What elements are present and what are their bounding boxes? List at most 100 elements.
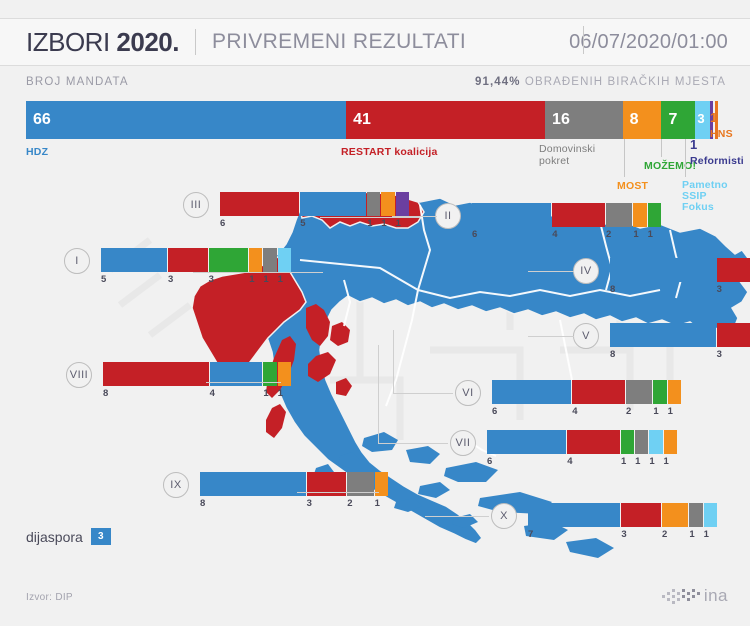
district-seat-segment	[263, 248, 277, 272]
header-divider-2	[583, 26, 584, 54]
district-seat-count: 8	[610, 284, 616, 295]
title-plain: IZBORI	[26, 26, 117, 57]
district-seat-count: 1	[263, 274, 269, 285]
diaspora-seats: 3	[90, 528, 111, 545]
district-values-V: 833	[610, 349, 750, 362]
hina-logo: ina	[661, 586, 728, 606]
district-badge-III: III	[183, 192, 209, 218]
district-seat-segment	[621, 503, 661, 527]
district-badge-VIII: VIII	[66, 362, 92, 388]
callout-district-V[interactable]: V 833	[573, 323, 750, 362]
district-seat-segment	[472, 203, 552, 227]
seat-tick-reformisti	[709, 101, 713, 139]
district-seat-count: 6	[472, 229, 478, 240]
district-seat-count: 8	[103, 388, 109, 399]
district-seat-count: 1	[277, 274, 283, 285]
district-bar-I	[101, 248, 292, 272]
district-seat-count: 1	[633, 229, 639, 240]
district-seat-count: 6	[492, 406, 498, 417]
district-seat-count: 1	[663, 456, 669, 467]
district-seat-count: 1	[374, 498, 380, 509]
district-seat-count: 1	[249, 274, 255, 285]
district-badge-V: V	[573, 323, 599, 349]
district-bar-VI	[492, 380, 682, 404]
callout-district-IV[interactable]: IV 833	[573, 258, 750, 297]
party-label-domovinski: Domovinski pokret	[539, 143, 596, 167]
district-seat-count: 1	[647, 229, 653, 240]
connector-IX	[297, 492, 379, 493]
district-seat-segment	[374, 472, 388, 496]
district-seat-count: 1	[635, 456, 641, 467]
district-chart-V: 833	[610, 323, 750, 362]
hina-dots-icon	[661, 589, 700, 604]
seats-label: BROJ MANDATA	[26, 76, 129, 88]
district-badge-VII: VII	[450, 430, 476, 456]
district-bar-VII	[487, 430, 678, 454]
party-label-hns: HNS	[710, 128, 733, 140]
seat-count: 8	[629, 111, 639, 128]
seat-count: 3	[697, 111, 705, 126]
district-seat-segment	[249, 248, 263, 272]
district-badge-IV: IV	[573, 258, 599, 284]
connector-VI-vert	[393, 330, 394, 394]
district-badge-IX: IX	[163, 472, 189, 498]
district-seat-count: 8	[610, 349, 616, 360]
header-datetime: 06/07/2020/01:00	[569, 30, 728, 53]
party-label-restart: RESTART koalicija	[341, 146, 438, 158]
district-seat-segment	[610, 323, 716, 347]
district-values-IX: 8 3 2 1	[200, 498, 389, 511]
district-seat-count: 3	[716, 284, 722, 295]
district-seat-count: 4	[567, 456, 573, 467]
district-seat-segment	[101, 248, 167, 272]
district-seat-segment	[572, 380, 625, 404]
district-badge-II: II	[435, 203, 461, 229]
district-seat-segment	[605, 203, 633, 227]
seat-tick-hns	[714, 101, 718, 139]
region-red-island-krk	[306, 304, 330, 346]
district-seat-segment	[395, 192, 409, 216]
district-seat-count: 6	[487, 456, 493, 467]
district-seat-count: 6	[220, 218, 226, 229]
connector-VII-vert	[378, 345, 379, 444]
party-label-pametno: Pametno SSIP Fokus	[682, 179, 728, 213]
leader-line-most	[624, 139, 625, 177]
district-seat-count: 4	[209, 388, 215, 399]
processed-percent: 91,44%	[475, 76, 521, 88]
district-values-IV: 833	[610, 284, 750, 297]
seat-count: 7	[668, 111, 678, 128]
district-seat-count: 1	[703, 529, 709, 540]
district-seat-segment	[716, 323, 750, 347]
district-seat-segment	[277, 362, 291, 386]
district-seat-count: 4	[552, 229, 558, 240]
seat-count: 66	[33, 111, 51, 128]
district-seat-segment	[647, 203, 661, 227]
district-seat-count: 1	[381, 218, 387, 229]
connector-VI	[393, 393, 453, 394]
district-seat-count: 5	[101, 274, 107, 285]
district-badge-VI: VI	[455, 380, 481, 406]
district-bar-IV	[610, 258, 750, 282]
district-seat-segment	[492, 380, 572, 404]
connector-VIII	[206, 382, 281, 383]
callout-district-IX[interactable]: IX 8 3 2 1	[163, 472, 389, 511]
district-seat-count: 1	[367, 218, 373, 229]
subheader-row: BROJ MANDATA 91,44% OBRAĐENIH BIRAČKIH M…	[0, 70, 750, 94]
seat-segment-pametno-ssip-fokus: 3	[695, 101, 710, 139]
district-seat-count: 1	[649, 456, 655, 467]
district-seat-segment	[220, 192, 300, 216]
source-note: Izvor: DIP	[26, 592, 73, 603]
district-seat-segment	[277, 248, 291, 272]
district-seat-count: 1	[653, 406, 659, 417]
district-seat-count: 1	[667, 406, 673, 417]
